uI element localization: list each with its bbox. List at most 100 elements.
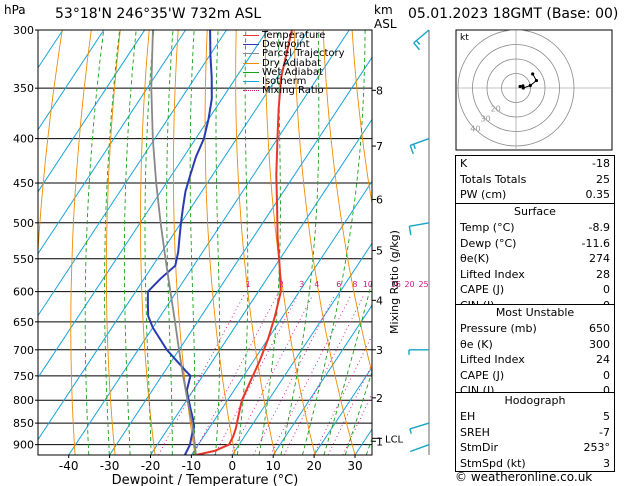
legend-label: Temperature xyxy=(262,30,326,41)
legend-label: Wet Adiabat xyxy=(262,66,323,78)
row-value: 0 xyxy=(603,384,610,398)
isotherm-line xyxy=(38,30,105,131)
wind-barb-half-flag xyxy=(409,428,413,434)
row-label: StmSpd (kt) xyxy=(460,456,526,470)
surface-row: Lifted Index 28 xyxy=(456,267,614,283)
temperature-tick-label: -20 xyxy=(141,459,161,473)
row-value: 28 xyxy=(596,267,610,281)
hodograph-point xyxy=(521,86,525,90)
row-value: 274 xyxy=(589,252,610,266)
x-axis-title: Dewpoint / Temperature (°C) xyxy=(112,473,299,486)
legend-label: Mixing Ratio xyxy=(262,85,324,97)
wind-barb-flag xyxy=(413,42,421,51)
dry-adiabat-line xyxy=(235,30,276,455)
mixing-ratio-line xyxy=(327,363,372,455)
temperature-line xyxy=(195,30,293,455)
km-tick-label: 5 xyxy=(376,244,383,257)
most-unstable-row: CAPE (J) 0 xyxy=(456,368,614,384)
pressure-tick-label: 400 xyxy=(13,133,34,146)
wind-barb-half-flag xyxy=(412,143,416,150)
km-tick-label: 8 xyxy=(376,84,383,97)
surface-row: Dewp (°C) -11.6 xyxy=(456,236,614,252)
wet-adiabat-line xyxy=(236,30,249,455)
hodograph-row: StmDir 253° xyxy=(456,440,614,456)
isotherm-line xyxy=(231,242,372,455)
km-tick-label: 1 xyxy=(376,435,383,448)
legend-item-dry-adiabat: Dry Adiabat xyxy=(243,57,345,69)
hodograph-ring-label: 30 xyxy=(480,114,490,123)
hpa-unit-label: hPa xyxy=(4,3,26,17)
legend-item-mixing-ratio: Mixing Ratio xyxy=(243,85,345,97)
pressure-tick-label: 700 xyxy=(13,344,34,357)
index-value: 25 xyxy=(596,172,610,186)
pressure-tick-label: 350 xyxy=(13,82,34,95)
km-unit-label: km xyxy=(374,3,393,17)
hodograph-point xyxy=(531,72,535,76)
row-label: Lifted Index xyxy=(460,267,525,281)
hodograph-point xyxy=(534,78,539,83)
wet-adiabat-line xyxy=(104,30,121,455)
km-tick-label: 3 xyxy=(376,344,383,357)
wet-adiabat-line xyxy=(189,30,196,455)
wind-barb-staff xyxy=(409,444,430,453)
legend-item-isotherm: Isotherm xyxy=(243,76,345,87)
wet-adiabat-line xyxy=(84,30,105,455)
hodograph-frame xyxy=(455,29,613,151)
mixing-ratio-label: 8 xyxy=(352,280,357,289)
index-totals-row: Totals Totals 25 xyxy=(456,172,614,188)
chart-grid xyxy=(38,30,629,455)
index-value: -18 xyxy=(592,157,610,170)
temperature-tick-label: -40 xyxy=(59,459,79,473)
hodograph-row: StmSpd (kt) 3 xyxy=(456,456,614,472)
copyright-notice[interactable]: © weatheronline.co.uk xyxy=(455,470,593,484)
wind-barb xyxy=(413,29,430,51)
temperature-tick-label: 20 xyxy=(306,459,321,473)
row-value: -7 xyxy=(599,425,610,439)
surface-title: Surface xyxy=(514,205,556,218)
most-unstable-row: Lifted Index 24 xyxy=(456,352,614,368)
wet-adiabat-line xyxy=(215,30,221,455)
row-value: 650 xyxy=(589,322,610,335)
mixing-ratio-label: 4 xyxy=(314,280,319,289)
pressure-tick-label: 900 xyxy=(13,439,34,452)
mixing-ratio-line xyxy=(229,294,314,455)
legend-swatch xyxy=(243,35,259,37)
wind-barb xyxy=(409,422,430,434)
dry-adiabat-line xyxy=(105,30,121,455)
wet-adiabat-line xyxy=(166,30,174,455)
dry-adiabat-line xyxy=(613,30,629,455)
dry-adiabat-line xyxy=(351,30,372,207)
hodograph-point xyxy=(528,83,532,88)
wind-barbs xyxy=(408,29,430,455)
hodograph-title: Hodograph xyxy=(504,394,566,407)
surface-row: Temp (°C) -8.9 xyxy=(456,220,614,236)
row-label: θe (K) xyxy=(460,337,493,351)
wind-barb-staff xyxy=(409,222,430,227)
surface-row: CAPE (J) 0 xyxy=(456,282,614,298)
mixing-ratio-label: 3 xyxy=(299,280,304,289)
dry-adiabat-line xyxy=(204,30,236,455)
indices-table: K -18 Totals Totals 25 PW (cm) 0.35 xyxy=(455,155,615,204)
wind-barb xyxy=(408,222,430,236)
index-label: PW (cm) xyxy=(460,188,507,202)
hodograph-point xyxy=(518,84,522,89)
row-value: 300 xyxy=(589,337,610,351)
wet-adiabat-line xyxy=(323,279,372,455)
isotherm-line xyxy=(38,30,146,193)
legend-item-parcel: Parcel Trajectory xyxy=(243,49,345,59)
dry-adiabat-line xyxy=(322,30,372,375)
dry-adiabat-line xyxy=(264,30,316,455)
pressure-tick-label: 650 xyxy=(13,316,34,329)
wind-barb-staff xyxy=(409,422,430,430)
mixing-ratio-label: 6 xyxy=(336,280,341,289)
row-value: 3 xyxy=(603,456,610,470)
legend-swatch xyxy=(243,62,259,64)
index-label: K xyxy=(460,157,468,170)
hodograph-table: Hodograph EH 5 SREH -7 StmDir 253° StmSpd (… xyxy=(455,392,615,473)
legend-label: Dry Adiabat xyxy=(262,57,322,69)
row-label: StmDir xyxy=(460,441,499,455)
row-label: SREH xyxy=(460,425,490,439)
mixing-ratio-line xyxy=(192,294,278,455)
